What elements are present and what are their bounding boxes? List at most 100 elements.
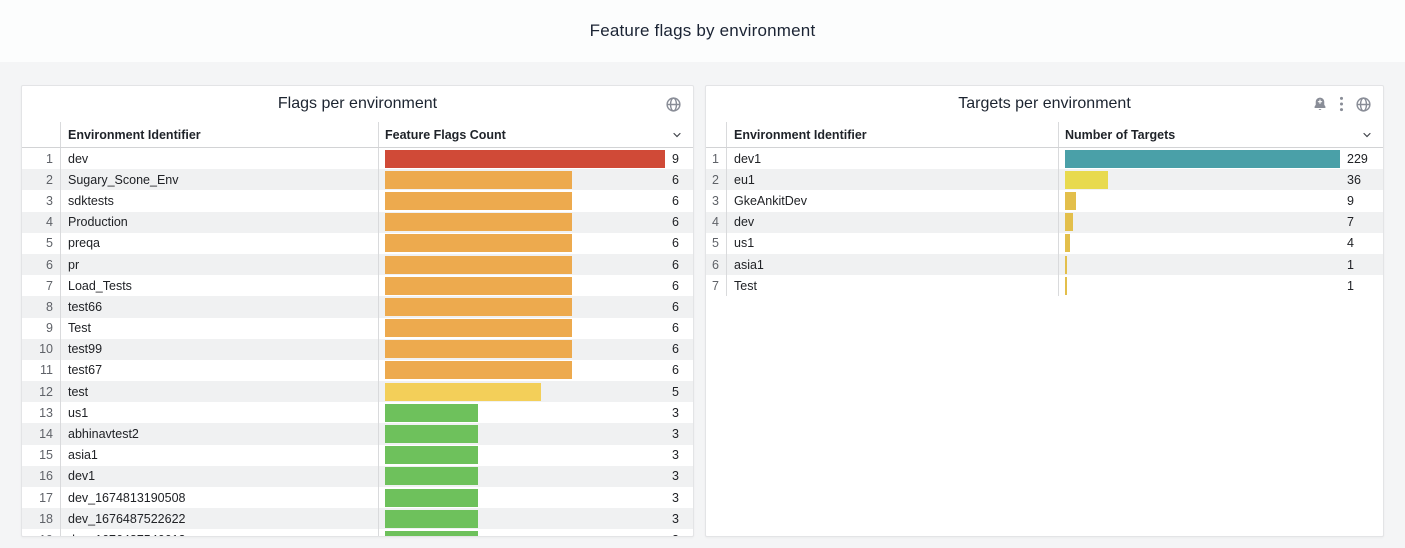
table-header-row: Environment Identifier Number of Targets — [706, 122, 1383, 148]
table-row: 5 us1 4 — [706, 232, 1383, 254]
bar-gauge-cell: 3 — [378, 465, 693, 487]
row-number: 16 — [39, 469, 53, 484]
bar-track — [385, 509, 665, 528]
bar-value: 3 — [672, 511, 679, 526]
row-number: 18 — [39, 511, 53, 526]
bar — [385, 340, 572, 359]
bar-gauge-cell: 6 — [378, 275, 693, 297]
row-number: 4 — [46, 215, 53, 230]
table-body: 1 dev 9 2 Sugary_Scone_Env 6 3 sdktests 6 4 Produc… — [22, 148, 693, 536]
bar-gauge-cell: 6 — [378, 169, 693, 191]
table-row: 17 dev_1674813190508 3 — [22, 487, 693, 509]
chevron-down-icon[interactable] — [671, 129, 683, 144]
bar-gauge-cell: 1 — [1058, 275, 1383, 297]
table-row: 12 test 5 — [22, 381, 693, 403]
chevron-down-icon[interactable] — [1361, 129, 1373, 144]
bar-track — [385, 191, 665, 210]
bar — [1065, 213, 1074, 232]
table-body: 1 dev1 229 2 eu1 36 3 GkeAnkitDev 9 4 dev 7 5 us1 4 6 as… — [706, 148, 1383, 536]
bar-value: 3 — [672, 448, 679, 463]
row-number: 3 — [712, 193, 719, 208]
environment-name: Sugary_Scone_Env — [60, 169, 378, 191]
table-row: 1 dev1 229 — [706, 148, 1383, 170]
bar — [385, 403, 479, 422]
bar — [385, 297, 572, 316]
table-row: 2 eu1 36 — [706, 169, 1383, 191]
bar — [385, 213, 572, 232]
bar-gauge-cell: 3 — [378, 508, 693, 530]
panel-title[interactable]: Flags per environment — [277, 95, 438, 112]
row-number: 4 — [712, 215, 719, 230]
panel-title[interactable]: Targets per environment — [958, 95, 1131, 112]
environment-name: pr — [60, 253, 378, 276]
column-header-environment-identifier[interactable]: Environment Identifier — [60, 122, 378, 147]
row-number: 2 — [46, 172, 53, 187]
environment-name: preqa — [60, 232, 378, 254]
panel-icons — [1312, 86, 1372, 122]
column-header-environment-identifier[interactable]: Environment Identifier — [726, 122, 1058, 147]
table-row: 10 test99 6 — [22, 338, 693, 360]
table-row: 3 GkeAnkitDev 9 — [706, 190, 1383, 212]
bar-value: 3 — [672, 405, 679, 420]
bar-track — [1065, 276, 1340, 295]
environment-name: test — [60, 381, 378, 403]
bar-track — [385, 403, 665, 422]
bar-value: 6 — [672, 321, 679, 336]
bar-track — [385, 340, 665, 359]
targets-table: Environment Identifier Number of Targets… — [706, 122, 1383, 536]
globe-icon[interactable] — [665, 96, 682, 113]
bar — [1065, 149, 1340, 168]
bar-value: 1 — [1347, 257, 1354, 272]
bar-track — [385, 149, 665, 168]
bar — [385, 319, 572, 338]
dashboard-header: Feature flags by environment — [0, 0, 1405, 62]
bar-gauge-cell: 3 — [378, 402, 693, 424]
row-number: 13 — [39, 405, 53, 420]
bar — [1065, 191, 1076, 210]
globe-icon[interactable] — [1355, 96, 1372, 113]
environment-name: dev — [726, 211, 1058, 233]
table-row: 3 sdktests 6 — [22, 190, 693, 212]
bar — [385, 446, 479, 465]
row-number: 10 — [39, 342, 53, 357]
bar-value: 6 — [672, 342, 679, 357]
row-number: 6 — [712, 257, 719, 272]
table-row: 11 test67 6 — [22, 359, 693, 382]
bar — [385, 170, 572, 189]
bar-gauge-cell: 3 — [378, 529, 693, 536]
environment-name: GkeAnkitDev — [726, 190, 1058, 212]
bar-gauge-cell: 1 — [1058, 253, 1383, 276]
environment-name: Test — [60, 317, 378, 339]
panel-flags-per-environment: Flags per environment Environment Identi… — [21, 85, 694, 537]
bar-track — [385, 446, 665, 465]
environment-name: dev_1676487546612 — [60, 529, 378, 536]
row-number: 11 — [40, 363, 53, 378]
bar-value: 5 — [672, 384, 679, 399]
bar-gauge-cell: 6 — [378, 211, 693, 233]
table-header-row: Environment Identifier Feature Flags Cou… — [22, 122, 693, 148]
bar-track — [385, 170, 665, 189]
kebab-menu-icon[interactable] — [1339, 96, 1344, 112]
bar-gauge-cell: 36 — [1058, 169, 1383, 191]
bar-track — [1065, 170, 1340, 189]
environment-name: eu1 — [726, 169, 1058, 191]
column-header-number-of-targets[interactable]: Number of Targets — [1058, 122, 1383, 147]
bar-gauge-cell: 6 — [378, 253, 693, 276]
table-row: 6 asia1 1 — [706, 253, 1383, 276]
row-number: 9 — [46, 321, 53, 336]
column-header-feature-flags-count[interactable]: Feature Flags Count — [378, 122, 693, 147]
table-row: 15 asia1 3 — [22, 444, 693, 466]
bar-gauge-cell: 9 — [1058, 190, 1383, 212]
table-row: 2 Sugary_Scone_Env 6 — [22, 169, 693, 191]
row-number: 15 — [39, 448, 53, 463]
table-row: 7 Test 1 — [706, 275, 1383, 297]
table-row: 18 dev_1676487522622 3 — [22, 508, 693, 530]
bar-value: 4 — [1347, 236, 1354, 251]
bell-plus-icon[interactable] — [1312, 96, 1328, 112]
bar-gauge-cell: 3 — [378, 487, 693, 509]
bar — [385, 255, 572, 274]
bar — [1065, 234, 1070, 253]
table-row: 4 dev 7 — [706, 211, 1383, 233]
row-number: 12 — [39, 384, 53, 399]
bar-value: 6 — [672, 257, 679, 272]
